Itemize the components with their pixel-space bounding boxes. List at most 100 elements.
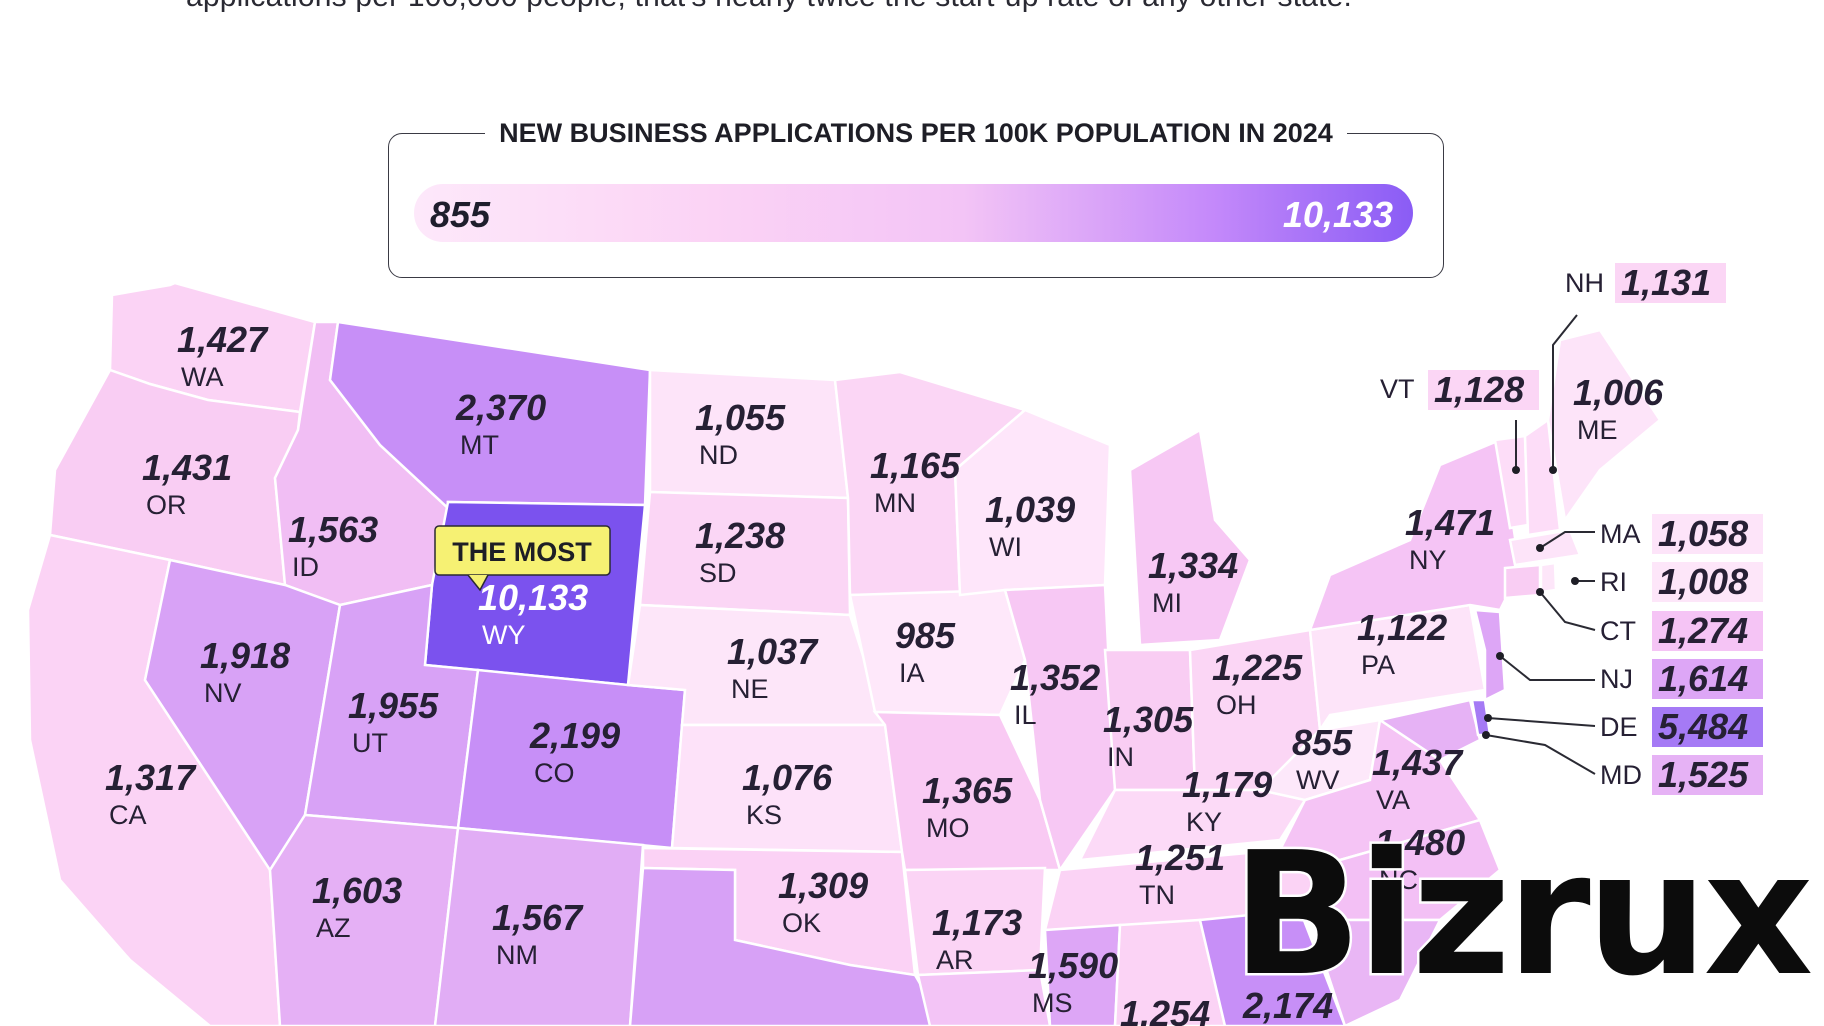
state-value-ga: 2,174: [1242, 985, 1333, 1026]
state-abbr-az: AZ: [316, 913, 351, 943]
state-value-ut: 1,955: [348, 685, 439, 726]
state-abbr-ne: NE: [731, 674, 769, 704]
state-value-va: 1,437: [1372, 742, 1464, 783]
state-value-ks: 1,076: [742, 757, 833, 798]
state-value-ca: 1,317: [105, 757, 197, 798]
state-value-wi: 1,039: [985, 489, 1075, 530]
state-value-tn: 1,251: [1135, 837, 1225, 878]
ne-abbr-nh: NH: [1565, 268, 1604, 298]
state-value-il: 1,352: [1010, 657, 1100, 698]
callout-box: [434, 525, 611, 576]
state-value-ne: 1,037: [727, 631, 819, 672]
state-shape-az: [268, 813, 460, 1026]
ne-value-box-de: [1652, 707, 1763, 747]
state-abbr-mt: MT: [460, 430, 499, 460]
state-abbr-tn: TN: [1139, 880, 1175, 910]
state-abbr-oh: OH: [1216, 690, 1257, 720]
state-abbr-in: IN: [1107, 742, 1134, 772]
callout-pointer: [467, 574, 489, 592]
legend: NEW BUSINESS APPLICATIONS PER 100K POPUL…: [388, 118, 1444, 278]
leader-line-md: [1485, 734, 1596, 775]
leader-line-ma: [1539, 531, 1595, 549]
state-value-al: 1,254: [1120, 993, 1210, 1026]
leader-dot-md: [1482, 731, 1490, 739]
state-value-ar: 1,173: [932, 902, 1022, 943]
state-abbr-ca: CA: [109, 800, 147, 830]
state-abbr-ms: MS: [1032, 988, 1073, 1018]
leader-line-de: [1487, 717, 1596, 727]
ne-value-md: 1,525: [1658, 754, 1749, 795]
state-value-wa: 1,427: [177, 319, 269, 360]
ne-value-ct: 1,274: [1658, 610, 1748, 651]
state-shape-ms: [1043, 923, 1122, 1026]
leader-line-nh: [1552, 314, 1578, 470]
watermark-logo: Bizrux: [1229, 816, 1815, 1014]
state-abbr-nd: ND: [699, 440, 738, 470]
legend-max-value: 10,133: [1282, 194, 1393, 235]
state-value-mo: 1,365: [922, 770, 1013, 811]
ne-abbr-nj: NJ: [1600, 664, 1633, 694]
intro-text: applications per 100,000 people, that's …: [186, 0, 1666, 14]
state-value-nv: 1,918: [200, 635, 290, 676]
state-abbr-ut: UT: [352, 728, 388, 758]
state-value-wy: 10,133: [478, 577, 588, 618]
state-shape-nc: [1307, 818, 1502, 922]
state-shape-ga: [1198, 908, 1347, 1026]
state-shape-va: [1278, 717, 1482, 862]
ne-value-ma: 1,058: [1658, 513, 1748, 554]
state-abbr-wi: WI: [989, 532, 1022, 562]
ne-value-nj: 1,614: [1658, 658, 1748, 699]
state-abbr-pa: PA: [1361, 650, 1395, 680]
state-abbr-wy: WY: [482, 620, 526, 650]
state-value-ok: 1,309: [778, 865, 868, 906]
state-shape-tx: [628, 866, 947, 1026]
leader-dot-nj: [1496, 652, 1504, 660]
state-value-pa: 1,122: [1357, 607, 1447, 648]
leader-dot-ma: [1536, 544, 1544, 552]
state-abbr-wa: WA: [181, 362, 224, 392]
state-shape-nj: [1473, 608, 1507, 703]
state-abbr-nv: NV: [204, 678, 242, 708]
state-abbr-mo: MO: [926, 813, 970, 843]
leader-dot-ri: [1571, 577, 1579, 585]
state-value-oh: 1,225: [1212, 647, 1303, 688]
state-shape-nm: [433, 826, 645, 1026]
ne-abbr-ma: MA: [1600, 519, 1641, 549]
state-abbr-sd: SD: [699, 558, 737, 588]
state-value-sd: 1,238: [695, 515, 785, 556]
state-shapes: [26, 281, 1662, 1026]
state-value-ky: 1,179: [1182, 764, 1272, 805]
leader-dot-de: [1484, 714, 1492, 722]
state-value-me: 1,006: [1573, 372, 1664, 413]
state-shape-mi: [1128, 428, 1252, 647]
state-value-in: 1,305: [1103, 699, 1194, 740]
ne-value-box-md: [1652, 755, 1763, 795]
state-value-az: 1,603: [312, 870, 402, 911]
ne-value-box-ct: [1652, 611, 1763, 651]
state-value-ny: 1,471: [1405, 502, 1495, 543]
state-shape-nh: [1523, 417, 1562, 537]
ne-abbr-de: DE: [1600, 712, 1638, 742]
state-abbr-co: CO: [534, 758, 575, 788]
ne-value-box-vt: [1428, 370, 1539, 410]
ne-value-nh: 1,131: [1621, 262, 1711, 303]
state-shape-sc: [1308, 918, 1443, 1026]
state-abbr-ny: NY: [1409, 545, 1447, 575]
ne-abbr-ct: CT: [1600, 616, 1636, 646]
ne-value-vt: 1,128: [1434, 369, 1524, 410]
state-shape-ct: [1503, 563, 1542, 600]
state-abbr-ky: KY: [1186, 807, 1222, 837]
state-abbr-nc: NC: [1379, 865, 1418, 895]
state-value-mt: 2,370: [455, 387, 546, 428]
state-abbr-mn: MN: [874, 488, 916, 518]
state-value-nd: 1,055: [695, 397, 786, 438]
state-value-co: 2,199: [529, 715, 620, 756]
state-abbr-mi: MI: [1152, 588, 1182, 618]
state-value-mn: 1,165: [870, 445, 961, 486]
legend-title: NEW BUSINESS APPLICATIONS PER 100K POPUL…: [389, 118, 1443, 149]
state-abbr-ar: AR: [936, 945, 974, 975]
state-abbr-il: IL: [1014, 700, 1037, 730]
legend-min-value: 855: [430, 194, 491, 235]
state-abbr-me: ME: [1577, 415, 1618, 445]
